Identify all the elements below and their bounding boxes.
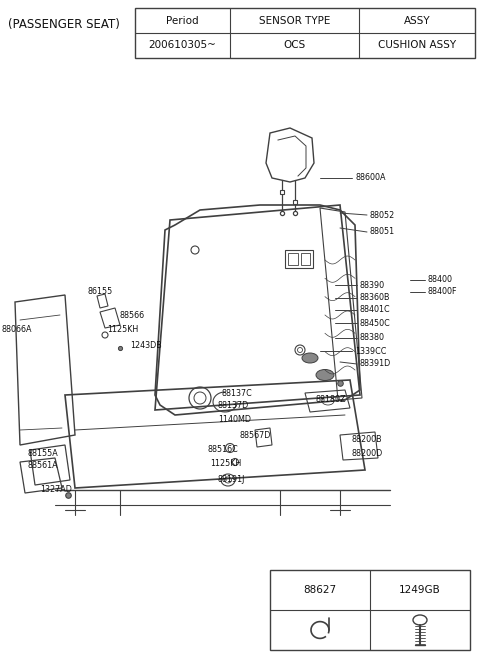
Text: SENSOR TYPE: SENSOR TYPE <box>259 16 331 26</box>
Text: 88380: 88380 <box>360 333 385 342</box>
Text: (PASSENGER SEAT): (PASSENGER SEAT) <box>8 18 120 31</box>
Text: 88566: 88566 <box>120 310 145 319</box>
Text: OCS: OCS <box>284 41 306 51</box>
Text: 200610305~: 200610305~ <box>149 41 216 51</box>
Text: 86155: 86155 <box>88 287 113 297</box>
Text: 1327AD: 1327AD <box>40 485 72 495</box>
Text: 88191J: 88191J <box>218 476 245 485</box>
Text: 88200B: 88200B <box>352 436 383 445</box>
Bar <box>285 250 313 268</box>
Text: 88400: 88400 <box>428 276 453 285</box>
Text: 88066A: 88066A <box>2 325 33 335</box>
Text: 1339CC: 1339CC <box>355 346 386 356</box>
Text: 88052: 88052 <box>370 211 395 220</box>
Text: 88561A: 88561A <box>28 462 59 470</box>
Text: 88516C: 88516C <box>207 445 238 455</box>
Ellipse shape <box>302 353 318 363</box>
Text: 1125KH: 1125KH <box>107 325 138 335</box>
Text: 88567D: 88567D <box>240 430 271 440</box>
Text: 88180Z: 88180Z <box>315 396 346 405</box>
Text: 1140MD: 1140MD <box>218 415 251 424</box>
Text: 88200D: 88200D <box>352 449 383 457</box>
Ellipse shape <box>316 369 334 380</box>
Text: 88600A: 88600A <box>355 173 385 182</box>
Text: 88400F: 88400F <box>428 287 457 297</box>
Text: 88051: 88051 <box>370 228 395 237</box>
Text: Period: Period <box>166 16 199 26</box>
Text: 88391D: 88391D <box>360 359 391 369</box>
Text: 1249GB: 1249GB <box>399 585 441 595</box>
Bar <box>135 8 475 58</box>
Text: 88450C: 88450C <box>360 319 391 327</box>
Text: CUSHION ASSY: CUSHION ASSY <box>378 41 456 51</box>
Bar <box>270 570 470 650</box>
Text: 88627: 88627 <box>303 585 336 595</box>
Text: ASSY: ASSY <box>404 16 431 26</box>
Bar <box>288 253 298 265</box>
Bar <box>301 253 310 265</box>
Text: 1243DB: 1243DB <box>130 342 162 350</box>
Text: 88390: 88390 <box>360 281 385 289</box>
Text: 88137C: 88137C <box>222 388 253 398</box>
Text: 88155A: 88155A <box>28 449 59 457</box>
Text: 1125KH: 1125KH <box>210 459 241 468</box>
Text: 88137D: 88137D <box>218 401 249 411</box>
Text: 88401C: 88401C <box>360 306 391 314</box>
Text: 88360B: 88360B <box>360 293 391 302</box>
